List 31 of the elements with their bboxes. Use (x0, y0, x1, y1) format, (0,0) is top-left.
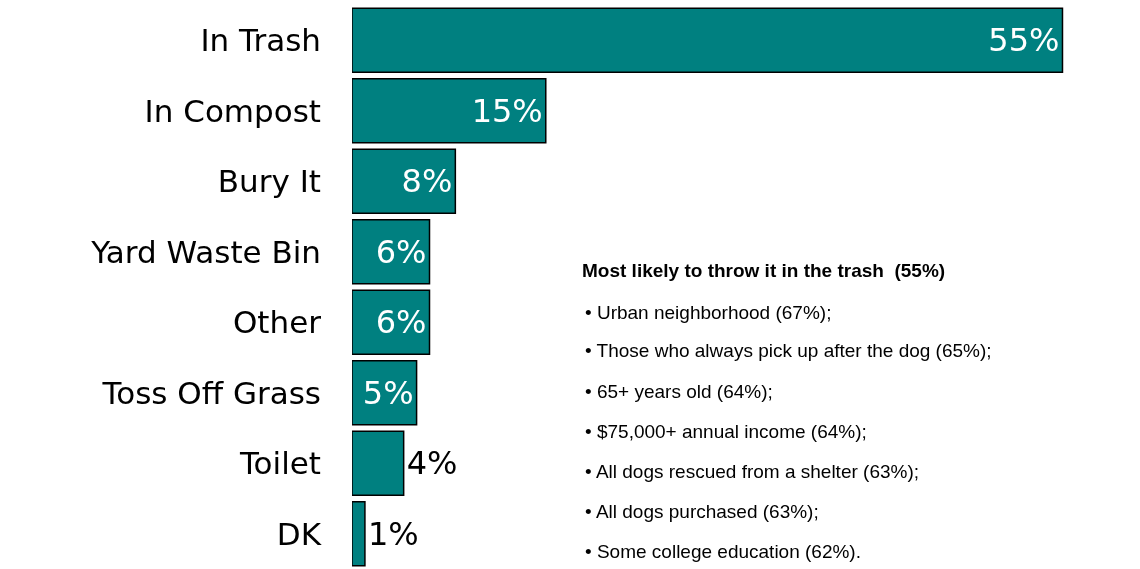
data-label: 6% (375, 232, 427, 271)
y-tick-label: Bury It (217, 163, 321, 200)
annotation: • 65+ years old (64%); (585, 381, 773, 402)
data-label: 5% (362, 373, 414, 412)
bar (352, 218, 431, 285)
bar (352, 7, 1064, 74)
bar (352, 289, 431, 356)
annotation: • $75,000+ annual income (64%); (585, 421, 867, 442)
annotation: • Urban neighborhood (67%); (585, 302, 832, 323)
data-label: 8% (401, 162, 453, 201)
y-tick-label: Toilet (238, 445, 321, 482)
annotation: • Those who always pick up after the dog (65%); (585, 340, 992, 361)
bar (352, 500, 366, 567)
annotation: • Some college education (62%). (585, 541, 861, 562)
data-label: 4% (406, 444, 458, 483)
annotation: Most likely to throw it in the trash (55%) (582, 260, 946, 281)
y-tick-label: Other (232, 304, 322, 341)
annotation: • All dogs rescued from a shelter (63%); (585, 461, 920, 482)
y-tick-label: Yard Waste Bin (90, 233, 321, 270)
y-tick-label: Toss Off Grass (101, 374, 321, 411)
y-tick-label: In Compost (144, 92, 321, 129)
data-label: 1% (367, 514, 419, 553)
data-label: 15% (471, 91, 543, 130)
y-tick-label: In Trash (200, 22, 321, 59)
y-tick-label: DK (276, 515, 322, 552)
data-label: 55% (988, 21, 1060, 60)
bar (352, 77, 547, 144)
bar (352, 148, 457, 215)
data-label: 6% (375, 303, 427, 342)
bar (352, 430, 405, 497)
annotation: • All dogs purchased (63%); (585, 501, 819, 522)
